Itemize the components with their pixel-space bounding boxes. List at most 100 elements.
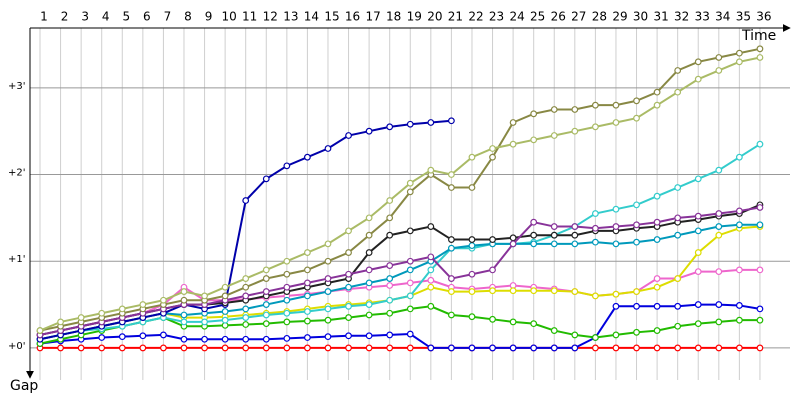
point: [550, 106, 558, 113]
point: [735, 153, 743, 161]
point: [262, 320, 270, 328]
point: [591, 224, 599, 232]
point: [427, 223, 435, 230]
point: [180, 288, 188, 295]
point: [694, 227, 702, 235]
x-tick-label: 34: [715, 10, 730, 24]
point: [324, 344, 332, 352]
x-tick-label: 19: [407, 10, 422, 24]
point: [612, 205, 620, 213]
point: [674, 67, 682, 74]
point: [386, 282, 394, 289]
point: [571, 127, 579, 135]
point: [448, 184, 455, 191]
x-tick-label: 8: [184, 10, 192, 24]
point: [674, 302, 682, 310]
point: [98, 334, 106, 341]
point: [694, 212, 702, 220]
point: [201, 335, 208, 343]
point: [242, 305, 250, 313]
point: [694, 344, 702, 352]
point: [674, 344, 682, 352]
point: [324, 275, 332, 282]
point: [653, 218, 661, 226]
point: [591, 210, 599, 217]
point: [36, 327, 44, 334]
point: [406, 120, 414, 128]
point: [715, 67, 723, 74]
y-tick-label: +2': [8, 168, 26, 179]
x-tick-label: 20: [427, 10, 442, 24]
point: [571, 106, 579, 113]
point: [448, 171, 455, 178]
point: [489, 287, 496, 295]
point: [427, 119, 435, 126]
x-tick-label: 12: [263, 10, 278, 24]
point: [633, 302, 640, 310]
point: [406, 179, 414, 187]
point: [489, 344, 496, 352]
point: [406, 227, 414, 235]
series-line: [39, 268, 760, 336]
point: [591, 292, 599, 300]
point: [530, 136, 538, 144]
point: [365, 266, 373, 274]
point: [530, 320, 538, 328]
point: [221, 283, 229, 291]
point: [694, 268, 702, 276]
x-tick-label: 1: [40, 10, 48, 24]
point: [591, 344, 599, 352]
point: [756, 266, 764, 274]
point: [448, 117, 455, 125]
point: [406, 279, 414, 287]
point: [324, 316, 332, 324]
point: [242, 344, 250, 352]
x-tick-label: 32: [674, 10, 689, 24]
point: [509, 240, 517, 248]
point: [612, 240, 620, 248]
x-tick-label: 24: [509, 10, 524, 24]
point: [530, 344, 538, 352]
point: [756, 316, 764, 324]
x-tick-label: 28: [592, 10, 607, 24]
point: [386, 296, 394, 304]
point: [242, 197, 250, 204]
point: [427, 276, 435, 284]
point: [221, 292, 229, 300]
point: [283, 309, 291, 317]
point: [262, 275, 270, 282]
point: [304, 308, 311, 315]
x-tick-label: 13: [283, 10, 298, 24]
point: [324, 305, 332, 313]
point: [365, 214, 373, 222]
point: [591, 334, 599, 341]
x-tick-label: 17: [365, 10, 380, 24]
point: [365, 231, 373, 239]
point: [674, 214, 682, 222]
point: [365, 344, 373, 352]
point: [612, 223, 620, 230]
point: [324, 288, 332, 295]
x-axis-label: Time: [741, 28, 776, 44]
x-tick-label: 5: [122, 10, 130, 24]
x-tick-label: 3: [81, 10, 89, 24]
point: [345, 227, 352, 235]
point: [386, 214, 394, 222]
point: [756, 204, 764, 211]
point: [57, 344, 64, 352]
point: [365, 301, 373, 308]
point: [468, 153, 476, 161]
point: [304, 317, 311, 325]
x-tick-label: 21: [448, 10, 463, 24]
point: [201, 344, 208, 352]
point: [735, 49, 743, 57]
point: [345, 302, 352, 310]
point: [571, 344, 579, 352]
x-tick-label: 26: [551, 10, 566, 24]
point: [489, 145, 496, 152]
point: [406, 292, 414, 300]
point: [653, 275, 661, 282]
point: [674, 275, 682, 282]
